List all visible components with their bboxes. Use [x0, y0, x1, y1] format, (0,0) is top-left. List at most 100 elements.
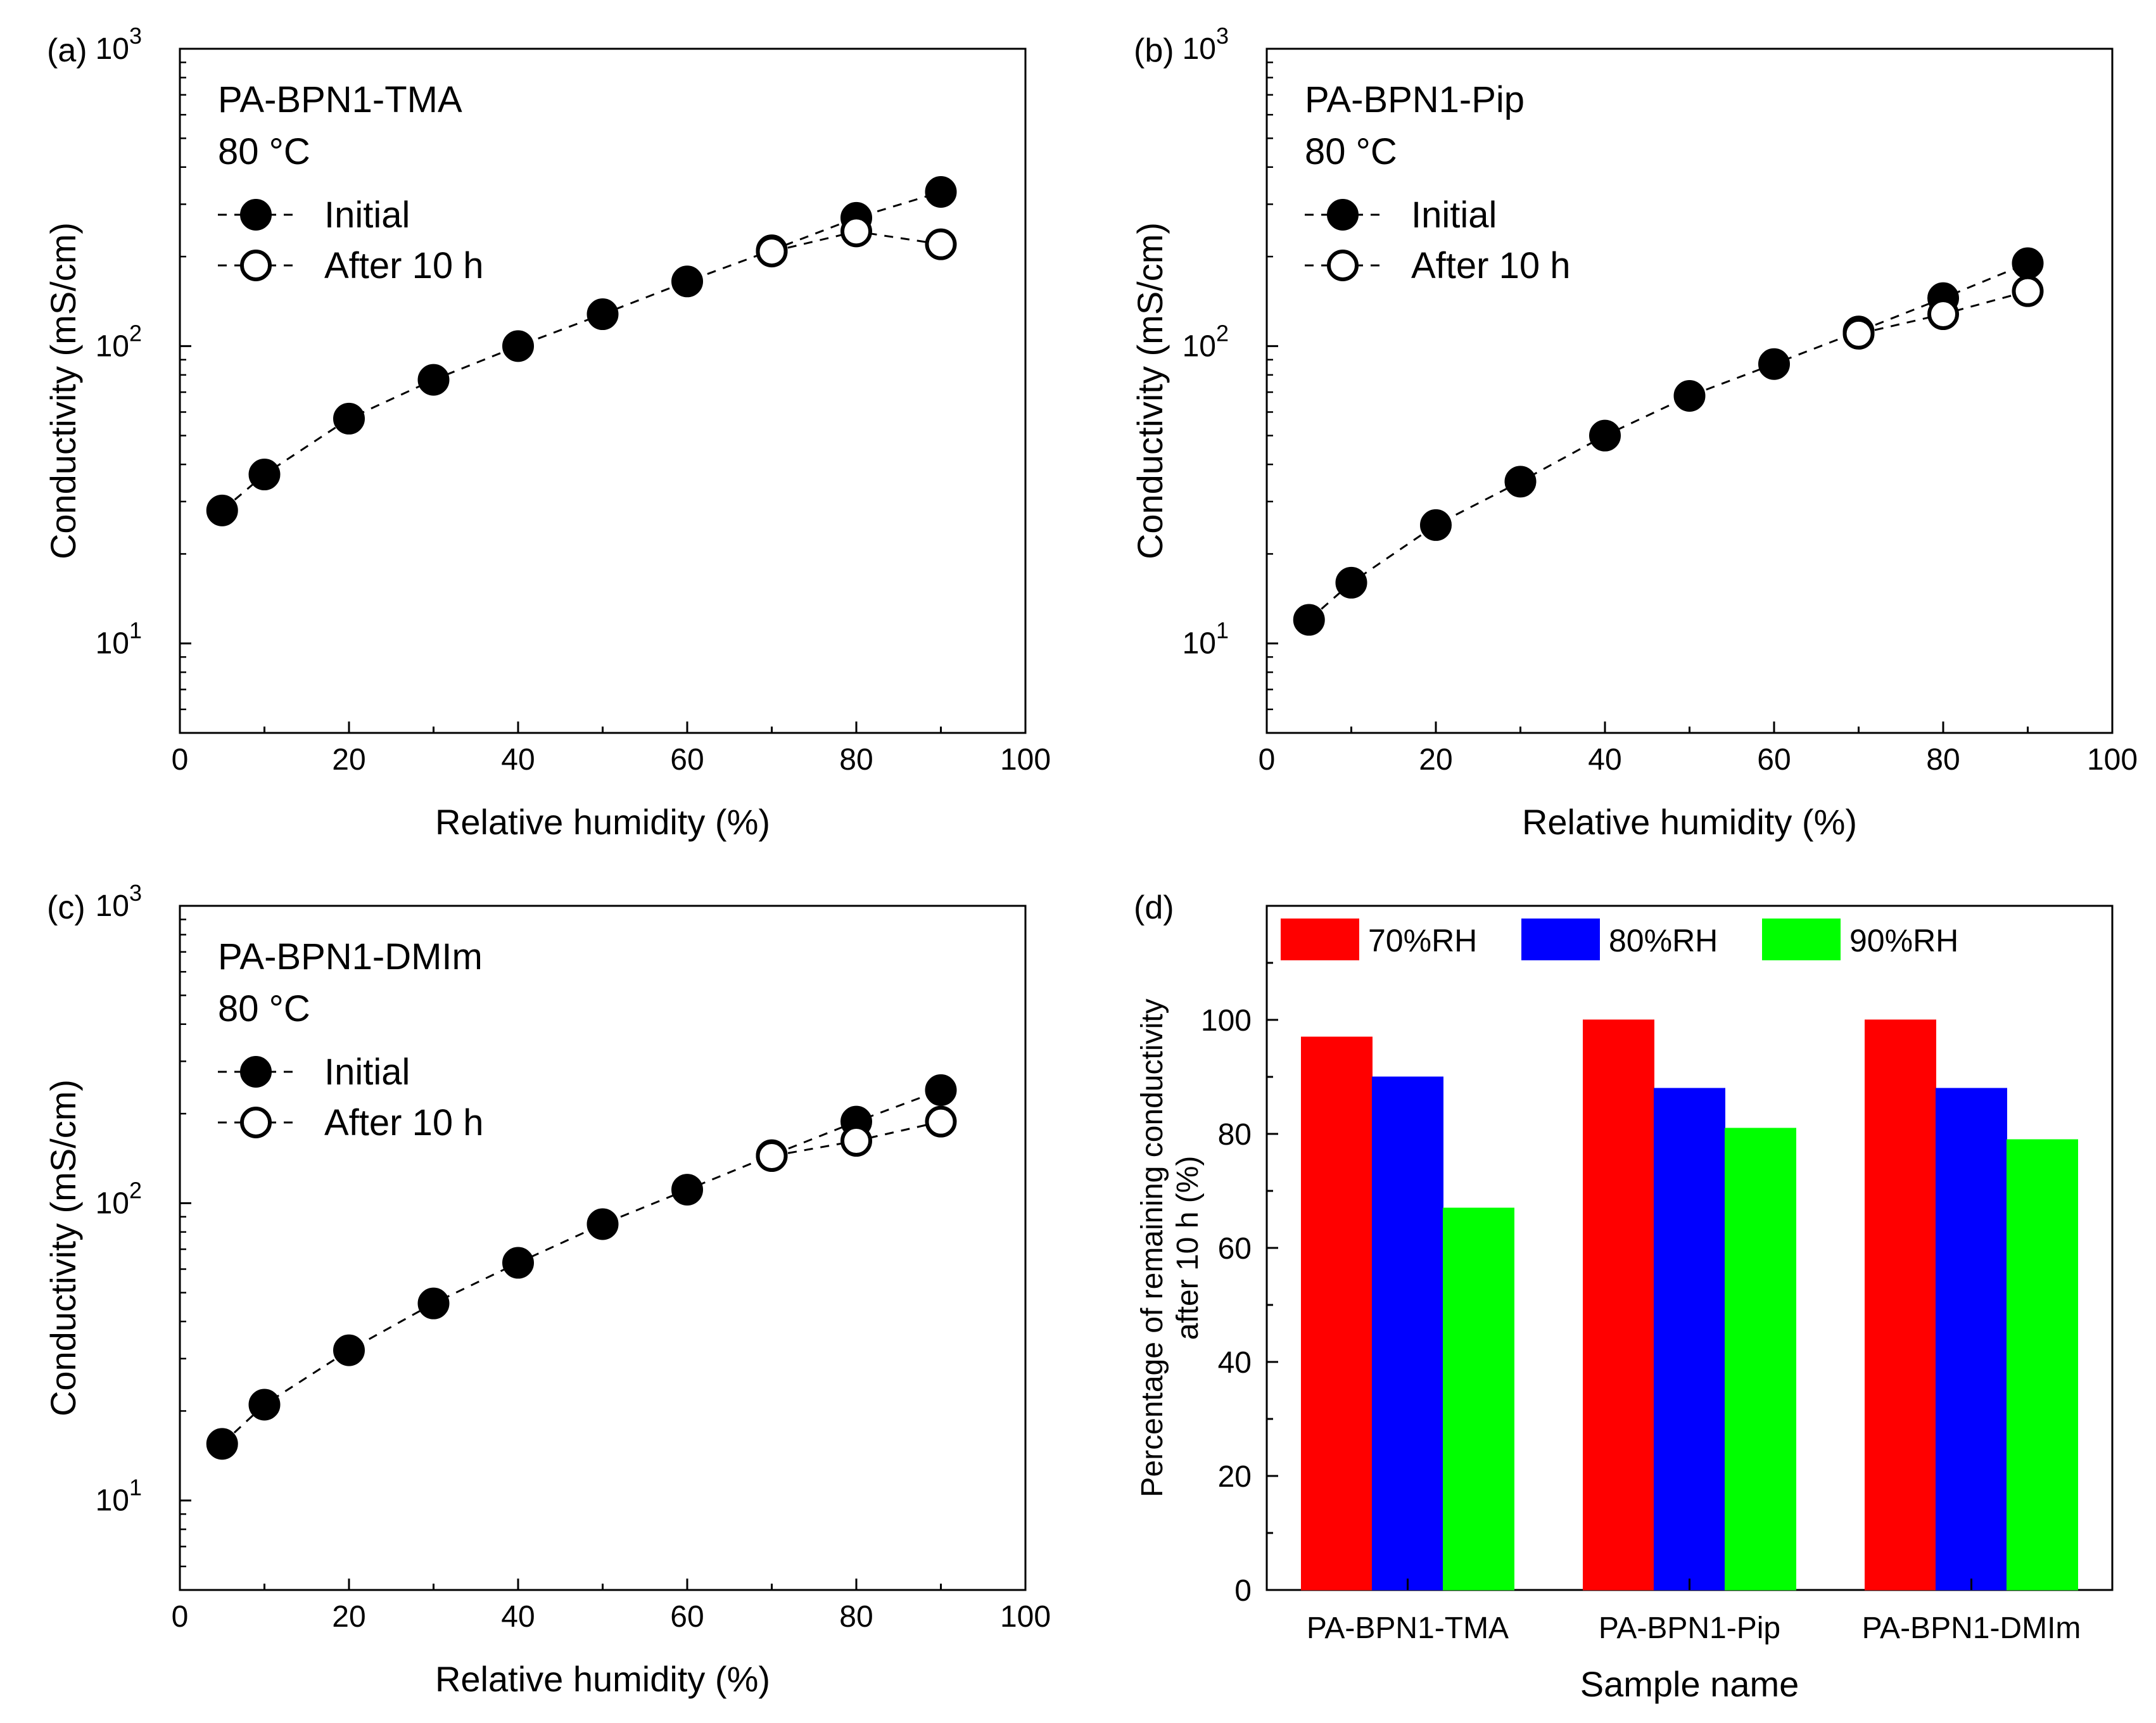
y-tick-base: 10	[1183, 32, 1216, 66]
legend-entry: Initial	[218, 1052, 410, 1093]
legend-label: Initial	[1411, 194, 1497, 236]
y-axis-title: Conductivity (mS/cm)	[1130, 222, 1170, 559]
data-point	[1293, 604, 1325, 636]
data-point	[333, 1334, 365, 1366]
y-tick-base: 10	[96, 32, 129, 66]
data-point	[502, 330, 534, 362]
bar-group	[1301, 1036, 1514, 1591]
data-point	[925, 1074, 957, 1106]
series-after-10h	[1842, 275, 2044, 350]
y-tick-label: 103	[1183, 23, 1229, 66]
bar-group	[1865, 1019, 2078, 1591]
data-point	[756, 236, 788, 268]
x-tick-label: 80	[1926, 743, 1960, 777]
bar	[1443, 1207, 1514, 1591]
category-label: PA-BPN1-DMIm	[1862, 1612, 2081, 1645]
legend-label: After 10 h	[324, 245, 483, 286]
data-point	[502, 1247, 534, 1279]
bar	[1936, 1088, 2007, 1591]
x-tick-label: 60	[1757, 743, 1791, 777]
x-tick-label: 20	[332, 1600, 365, 1634]
legend-label: After 10 h	[1411, 245, 1570, 286]
data-point	[206, 494, 238, 526]
temperature-annotation: 80 °C	[1305, 131, 1397, 172]
legend-marker	[240, 1107, 272, 1138]
data-point	[1673, 379, 1706, 412]
sample-name-annotation: PA-BPN1-TMA	[218, 79, 462, 120]
data-point	[925, 1105, 957, 1138]
data-point	[671, 1174, 703, 1206]
legend-entry: After 10 h	[218, 245, 483, 286]
category-label: PA-BPN1-TMA	[1307, 1612, 1509, 1645]
data-point	[1504, 466, 1537, 498]
series-line	[221, 191, 941, 511]
x-tick-label: 100	[2087, 743, 2138, 777]
y-tick-exponent: 2	[129, 320, 142, 346]
y-tick-exponent: 1	[129, 618, 142, 644]
y-tick-label: 40	[1218, 1346, 1252, 1380]
data-point	[417, 1287, 450, 1319]
legend-entry: 70%RH	[1281, 919, 1477, 960]
y-axis-title-line: after 10 h (%)	[1171, 1156, 1205, 1340]
data-point	[840, 1125, 872, 1157]
data-point	[1927, 298, 1959, 331]
y-tick-base: 10	[96, 1484, 129, 1518]
y-tick-exponent: 1	[129, 1475, 142, 1501]
x-tick-label: 80	[839, 743, 873, 777]
bar	[2007, 1139, 2078, 1591]
y-tick-label: 102	[96, 320, 142, 363]
data-point	[1589, 419, 1621, 452]
x-tick-label: 60	[670, 743, 704, 777]
data-point	[587, 298, 619, 331]
y-tick-label: 100	[1201, 1004, 1252, 1038]
legend-swatch	[1521, 919, 1600, 960]
x-tick-label: 100	[1000, 1600, 1051, 1634]
data-point	[671, 265, 703, 298]
sample-name-annotation: PA-BPN1-DMIm	[218, 936, 483, 977]
y-axis-title-line: Percentage of remaining conductivity	[1136, 998, 1169, 1497]
legend-marker	[1327, 199, 1359, 231]
data-point	[333, 402, 365, 435]
bar	[1372, 1076, 1443, 1591]
panel-3: 0 20 40 60 80 100 PA-BPN1-TMA PA-BPN1-Pip PA-BPN…	[1134, 889, 2114, 1704]
y-tick-label: 103	[96, 880, 142, 923]
bar-group	[1583, 1019, 1796, 1591]
data-point	[417, 364, 450, 396]
bar	[1725, 1128, 1796, 1591]
bar	[1654, 1088, 1725, 1591]
panel-label: (a)	[47, 32, 87, 69]
y-tick-label: 101	[96, 618, 142, 661]
x-tick-label: 0	[172, 1600, 189, 1634]
data-point	[248, 459, 281, 491]
legend-label: 70%RH	[1368, 923, 1477, 958]
y-tick-base: 10	[96, 1186, 129, 1220]
bar	[1583, 1019, 1654, 1591]
legend-entry: Initial	[1305, 194, 1497, 236]
x-tick-label: 100	[1000, 743, 1051, 777]
legend-label: Initial	[324, 194, 410, 236]
category-label: PA-BPN1-Pip	[1599, 1612, 1780, 1645]
x-axis-title: Sample name	[1580, 1664, 1799, 1704]
data-point	[2012, 247, 2044, 279]
x-tick-label: 40	[501, 1600, 535, 1634]
panel-label: (c)	[47, 889, 86, 926]
y-tick-base: 10	[1183, 329, 1216, 363]
y-axis-title: Conductivity (mS/cm)	[43, 1079, 83, 1416]
y-axis-title: Conductivity (mS/cm)	[43, 222, 83, 559]
y-tick-label: 101	[1183, 618, 1229, 661]
data-point	[1758, 348, 1790, 380]
y-tick-base: 10	[96, 329, 129, 363]
x-tick-label: 0	[1259, 743, 1276, 777]
data-point	[925, 175, 957, 208]
bar	[1865, 1019, 1936, 1591]
legend-label: 80%RH	[1609, 923, 1718, 958]
legend-swatch	[1281, 919, 1359, 960]
data-point	[248, 1389, 281, 1421]
x-tick-label: 80	[839, 1600, 873, 1634]
legend-marker	[240, 250, 272, 281]
legend-entry: 90%RH	[1762, 919, 1958, 960]
y-axis-title: Percentage of remaining conductivityafte…	[1136, 998, 1205, 1497]
